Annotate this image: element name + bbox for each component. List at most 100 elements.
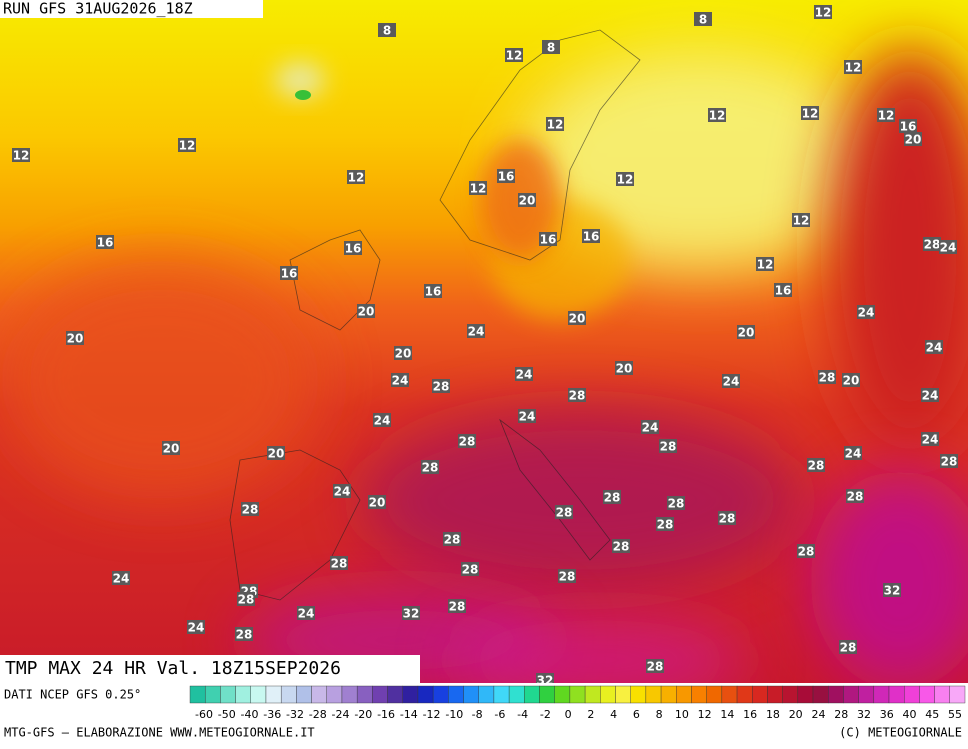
- temp-label-box: [582, 229, 600, 243]
- temp-label: 28: [558, 569, 576, 584]
- temp-label-box: [801, 106, 819, 120]
- colorbar-label: -4: [517, 708, 528, 721]
- temp-label-text: 12: [709, 109, 726, 123]
- temp-label: 28: [667, 496, 685, 511]
- temp-label-box: [280, 266, 298, 280]
- temp-label: 28: [330, 556, 348, 571]
- temp-label-box: [162, 441, 180, 455]
- temp-label-box: [443, 532, 461, 546]
- temp-label-text: 20: [519, 194, 536, 208]
- colorbar-swatch: [797, 685, 814, 704]
- temp-label-box: [12, 148, 30, 162]
- temp-label-text: 20: [358, 305, 375, 319]
- colorbar-label: -20: [354, 708, 372, 721]
- run-label: RUN GFS 31AUG2026_18Z: [3, 0, 193, 18]
- temp-label-text: 28: [647, 660, 664, 674]
- temp-label: 16: [424, 284, 442, 299]
- colorbar-swatch: [280, 685, 297, 704]
- colorbar-swatch: [736, 685, 753, 704]
- temp-label-text: 28: [462, 563, 479, 577]
- temp-label-box: [694, 12, 712, 26]
- colorbar-swatch: [919, 685, 935, 704]
- colorbar-label: -14: [400, 708, 418, 721]
- temp-label: 20: [842, 373, 860, 388]
- temp-label: 24: [187, 620, 205, 635]
- colorbar-swatch: [904, 685, 920, 704]
- temp-label-text: 28: [459, 435, 476, 449]
- temp-label: 28: [458, 434, 476, 449]
- title-box: [0, 655, 420, 683]
- temp-label-box: [187, 620, 205, 634]
- temp-label: 20: [368, 495, 386, 510]
- colorbar-swatch: [584, 685, 601, 704]
- temp-label-text: 24: [922, 433, 939, 447]
- temp-label: 20: [66, 331, 84, 346]
- temp-label-text: 28: [559, 570, 576, 584]
- temp-label-box: [515, 367, 533, 381]
- colorbar-label: 28: [834, 708, 848, 721]
- temp-label-text: 24: [298, 607, 315, 621]
- temp-label-box: [546, 117, 564, 131]
- temp-label-text: 24: [926, 341, 943, 355]
- temp-label-box: [112, 571, 130, 585]
- temp-label-box: [842, 373, 860, 387]
- temp-label: 16: [280, 266, 298, 281]
- temp-label-box: [330, 556, 348, 570]
- colorbar-swatch: [417, 685, 434, 704]
- temp-label: 28: [443, 532, 461, 547]
- temp-label: 12: [178, 138, 196, 153]
- temp-label-text: 24: [374, 414, 391, 428]
- temp-label-text: 16: [540, 233, 557, 247]
- temp-label-text: 28: [569, 389, 586, 403]
- temp-label-box: [923, 237, 941, 251]
- colorbar-label: 36: [880, 708, 894, 721]
- temp-label-box: [497, 169, 515, 183]
- temp-label: 24: [939, 240, 957, 255]
- colorbar-swatch: [311, 685, 327, 704]
- temp-label-text: 24: [468, 325, 485, 339]
- colorbar-label: -8: [472, 708, 483, 721]
- temp-label: 24: [921, 388, 939, 403]
- temp-label-box: [461, 562, 479, 576]
- colorbar-swatch: [767, 685, 783, 704]
- colorbar-swatch: [645, 685, 662, 704]
- temp-label: 28: [659, 439, 677, 454]
- temp-label-text: 28: [840, 641, 857, 655]
- temp-label: 24: [467, 324, 485, 339]
- temp-label: 8: [542, 40, 560, 55]
- temp-label-box: [347, 170, 365, 184]
- temp-label: 28: [646, 659, 664, 674]
- colorbar-label: 10: [675, 708, 689, 721]
- source: DATI NCEP GFS 0.25°: [4, 688, 141, 702]
- temp-label-text: 12: [348, 171, 365, 185]
- temp-label: 28: [818, 370, 836, 385]
- temp-label: 20: [568, 311, 586, 326]
- temp-label-text: 16: [775, 284, 792, 298]
- colorbar-swatch: [615, 685, 631, 704]
- colorbar-label: 6: [633, 708, 640, 721]
- temp-label: 12: [469, 181, 487, 196]
- temp-label: 28: [846, 489, 864, 504]
- temp-label-text: 20: [905, 133, 922, 147]
- temp-label-text: 12: [506, 49, 523, 63]
- colorbar-swatch: [524, 685, 540, 704]
- temp-label-text: 16: [345, 242, 362, 256]
- colorbar-swatch: [478, 685, 495, 704]
- colorbar-swatch: [448, 685, 464, 704]
- temp-label: 28: [237, 592, 255, 607]
- colorbar-swatch: [812, 685, 829, 704]
- temp-label-text: 24: [113, 572, 130, 586]
- temp-label: 12: [12, 148, 30, 163]
- temp-label: 12: [347, 170, 365, 185]
- temp-label-text: 20: [67, 332, 84, 346]
- temp-label: 28: [241, 502, 259, 517]
- header-box: [0, 0, 263, 18]
- temp-label-box: [378, 23, 396, 37]
- colorbar-swatch: [296, 685, 312, 704]
- temp-label-box: [344, 241, 362, 255]
- colorbar-swatch: [934, 685, 951, 704]
- temp-label: 24: [333, 484, 351, 499]
- temp-label-box: [555, 505, 573, 519]
